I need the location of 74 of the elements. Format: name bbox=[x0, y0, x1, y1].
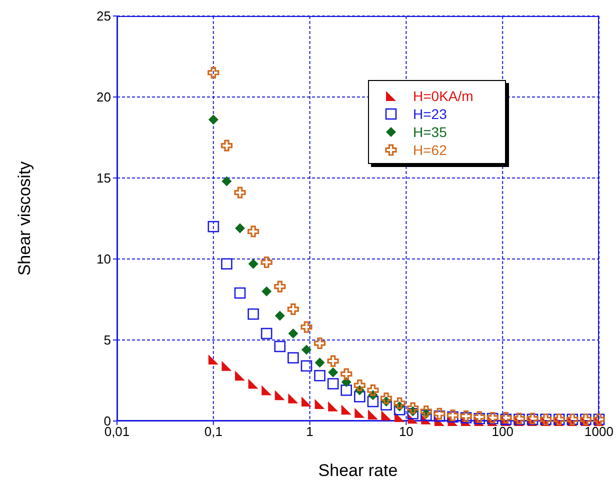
point bbox=[300, 360, 312, 372]
point bbox=[288, 328, 298, 339]
point bbox=[208, 354, 218, 364]
point bbox=[208, 114, 218, 125]
y-tick-label: 10 bbox=[96, 252, 111, 267]
point bbox=[327, 378, 339, 390]
point bbox=[274, 390, 285, 400]
point bbox=[394, 412, 405, 422]
point bbox=[222, 360, 232, 371]
x-tick-label: 1 bbox=[306, 424, 314, 440]
point bbox=[300, 321, 312, 333]
point bbox=[301, 396, 312, 407]
point bbox=[221, 258, 232, 270]
x-tick-label: 100 bbox=[492, 424, 514, 440]
point bbox=[234, 370, 245, 381]
point bbox=[234, 287, 246, 299]
x-axis-title: Shear rate bbox=[318, 461, 398, 480]
point bbox=[328, 367, 338, 378]
point bbox=[354, 408, 365, 418]
point bbox=[262, 286, 272, 296]
point bbox=[340, 384, 352, 396]
y-tick-label: 15 bbox=[96, 170, 111, 186]
point bbox=[274, 280, 286, 292]
point bbox=[407, 402, 419, 414]
point bbox=[354, 391, 366, 402]
point bbox=[288, 352, 299, 364]
point bbox=[314, 358, 325, 368]
point bbox=[248, 308, 259, 320]
point bbox=[314, 337, 326, 350]
point bbox=[274, 340, 286, 352]
y-tick-label: 20 bbox=[96, 90, 111, 105]
legend-label: H=23 bbox=[413, 106, 447, 122]
y-tick-label: 5 bbox=[104, 332, 111, 348]
y-tick-label: 25 bbox=[96, 8, 111, 24]
point bbox=[248, 378, 258, 389]
point bbox=[262, 385, 272, 396]
point bbox=[380, 392, 392, 404]
point bbox=[354, 380, 366, 392]
x-tick-label: 10 bbox=[398, 424, 414, 440]
point bbox=[222, 176, 232, 186]
legend-label: H=0KA/m bbox=[413, 88, 474, 104]
point bbox=[314, 370, 326, 382]
point bbox=[407, 408, 418, 420]
point bbox=[260, 328, 272, 340]
point bbox=[420, 405, 432, 418]
point bbox=[340, 368, 352, 380]
point bbox=[314, 398, 325, 409]
point bbox=[367, 396, 379, 408]
point bbox=[247, 226, 260, 238]
y-axis-title: Shear viscosity bbox=[15, 160, 34, 276]
point bbox=[328, 401, 338, 412]
point bbox=[208, 66, 220, 78]
legend-label: H=35 bbox=[413, 124, 447, 140]
point bbox=[274, 310, 285, 321]
point bbox=[288, 393, 298, 404]
point bbox=[220, 140, 232, 152]
point bbox=[287, 303, 299, 316]
point bbox=[301, 344, 312, 355]
x-tick-label: 1000 bbox=[584, 424, 614, 440]
legend-label: H=62 bbox=[413, 142, 447, 158]
x-tick-label: 0,1 bbox=[204, 424, 222, 440]
point bbox=[341, 404, 352, 415]
point bbox=[434, 408, 446, 420]
point bbox=[367, 384, 379, 396]
point bbox=[381, 410, 392, 420]
point bbox=[248, 258, 258, 269]
point bbox=[327, 355, 339, 367]
point bbox=[208, 220, 220, 232]
point bbox=[368, 410, 378, 420]
point bbox=[380, 399, 392, 410]
point bbox=[394, 397, 406, 409]
point bbox=[234, 223, 245, 234]
point bbox=[234, 186, 246, 198]
point bbox=[260, 256, 272, 268]
